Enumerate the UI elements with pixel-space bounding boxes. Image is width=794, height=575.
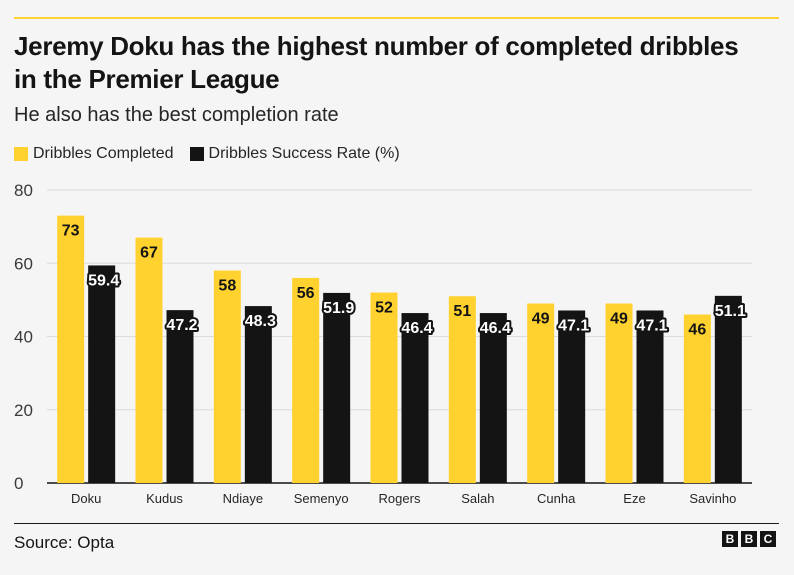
x-tick-label: Ndiaye [223,491,263,506]
data-label-success-rate: 47.1 [558,317,589,334]
legend-swatch-dribbles-completed [14,147,28,161]
data-label-dribbles-completed: 67 [140,245,158,262]
legend-swatch-success-rate [189,147,204,161]
y-tick-label: 20 [14,401,33,420]
bar-dribbles-completed [292,277,320,483]
bar-success-rate [636,310,664,483]
bbc-logo: B B C [719,531,776,547]
bar-success-rate [401,313,429,483]
bar-dribbles-completed [683,314,711,483]
source-note: Source: Opta [14,533,115,552]
data-label-success-rate: 51.1 [715,303,746,320]
y-tick-label: 60 [14,254,33,273]
footer-rule [14,523,779,524]
data-label-dribbles-completed: 49 [610,311,628,328]
x-tick-label: Semenyo [294,491,349,506]
data-label-dribbles-completed: 51 [453,303,471,320]
data-label-success-rate: 59.4 [88,272,119,289]
bar-dribbles-completed [370,292,398,483]
bbc-logo-block: C [760,531,776,547]
data-label-success-rate: 47.1 [636,317,667,334]
data-label-dribbles-completed: 49 [532,311,550,328]
bar-dribbles-completed [135,237,163,483]
bar-success-rate [479,313,507,483]
y-tick-label: 80 [14,181,33,200]
data-label-dribbles-completed: 58 [218,278,236,295]
legend-item-success-rate: Dribbles Success Rate (%) [189,145,400,163]
bar-dribbles-completed [57,215,85,483]
top-accent-rule [14,17,779,19]
data-label-dribbles-completed: 56 [297,285,315,302]
chart-subtitle: He also has the best completion rate [14,104,339,126]
bar-dribbles-completed [605,303,633,483]
x-tick-label: Salah [461,491,494,506]
data-label-dribbles-completed: 46 [688,322,706,339]
bbc-logo-block: B [741,531,757,547]
x-tick-label: Kudus [146,491,183,506]
legend-label-success-rate: Dribbles Success Rate (%) [208,145,400,162]
x-tick-label: Eze [623,491,645,506]
data-label-success-rate: 47.2 [166,317,197,334]
bar-success-rate [244,306,272,483]
bar-success-rate [166,310,194,483]
bar-dribbles-completed [213,270,241,483]
legend-label-dribbles-completed: Dribbles Completed [33,145,174,162]
data-label-success-rate: 46.4 [480,320,511,337]
x-tick-label: Rogers [379,491,421,506]
bar-chart: 0 20 40 60 80 73 59.4 Doku 67 47.2 Kudus 58 48.3 Ndia… [14,181,752,506]
bbc-logo-block: B [722,531,738,547]
bar-success-rate [558,310,586,483]
data-label-success-rate: 46.4 [401,320,432,337]
data-label-success-rate: 51.9 [323,300,354,317]
bar-success-rate [323,292,351,483]
y-tick-label: 40 [14,328,33,347]
chart-title: Jeremy Doku has the highest number of co… [14,31,739,94]
bar-success-rate [714,295,742,483]
bar-dribbles-completed [527,303,555,483]
bar-dribbles-completed [448,296,476,483]
data-label-dribbles-completed: 73 [62,223,80,240]
legend: Dribbles Completed Dribbles Success Rate… [14,145,416,163]
data-label-dribbles-completed: 52 [375,300,393,317]
x-tick-label: Cunha [537,491,576,506]
bar-success-rate [88,265,116,483]
legend-item-dribbles-completed: Dribbles Completed [14,145,174,163]
x-tick-label: Doku [71,491,101,506]
data-label-success-rate: 48.3 [245,313,276,330]
x-tick-label: Savinho [689,491,736,506]
y-tick-label: 0 [14,474,23,493]
